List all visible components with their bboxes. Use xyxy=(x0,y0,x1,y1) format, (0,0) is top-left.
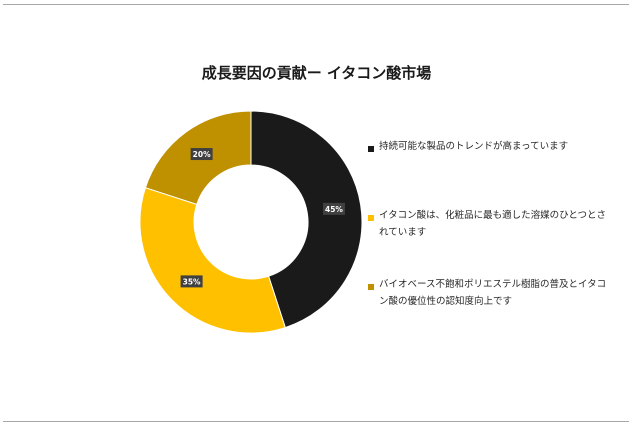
top-divider xyxy=(3,4,629,5)
bottom-divider xyxy=(3,421,629,422)
legend-label-1: 持続可能な製品のトレンドが高まっています xyxy=(379,141,569,152)
donut-slice-trend xyxy=(250,110,363,329)
data-label-box xyxy=(180,275,203,288)
legend-label-2: イタコン酸は、化粧品に最も適した溶媒のひとつとされています xyxy=(379,210,606,238)
legend-item-1: 持続可能な製品のトレンドが高まっています xyxy=(368,141,613,155)
data-label-bio-resin: 20% xyxy=(190,148,213,161)
legend-item-3: バイオベース不飽和ポリエステル樹脂の普及とイタコン酸の優位性の認知度向上です xyxy=(368,279,613,310)
data-label-trend: 45% xyxy=(322,202,345,215)
data-label-box xyxy=(190,148,213,161)
legend-label-3: バイオベース不飽和ポリエステル樹脂の普及とイタコン酸の優位性の認知度向上です xyxy=(379,279,607,307)
data-label-text: 45% xyxy=(325,205,343,214)
data-label-text: 35% xyxy=(183,277,201,286)
legend-swatch-1 xyxy=(368,146,374,152)
legend-item-2: イタコン酸は、化粧品に最も適した溶媒のひとつとされています xyxy=(368,210,613,241)
legend-swatch-2 xyxy=(368,215,374,221)
data-label-text: 20% xyxy=(193,150,211,159)
donut-slice-cosmetics-solvent xyxy=(139,187,286,334)
legend-swatch-3 xyxy=(368,284,374,290)
data-label-cosmetics-solvent: 35% xyxy=(180,275,203,288)
data-label-box xyxy=(322,202,345,215)
chart-title: 成長要因の貢献ー イタコン酸市場 xyxy=(201,64,432,82)
